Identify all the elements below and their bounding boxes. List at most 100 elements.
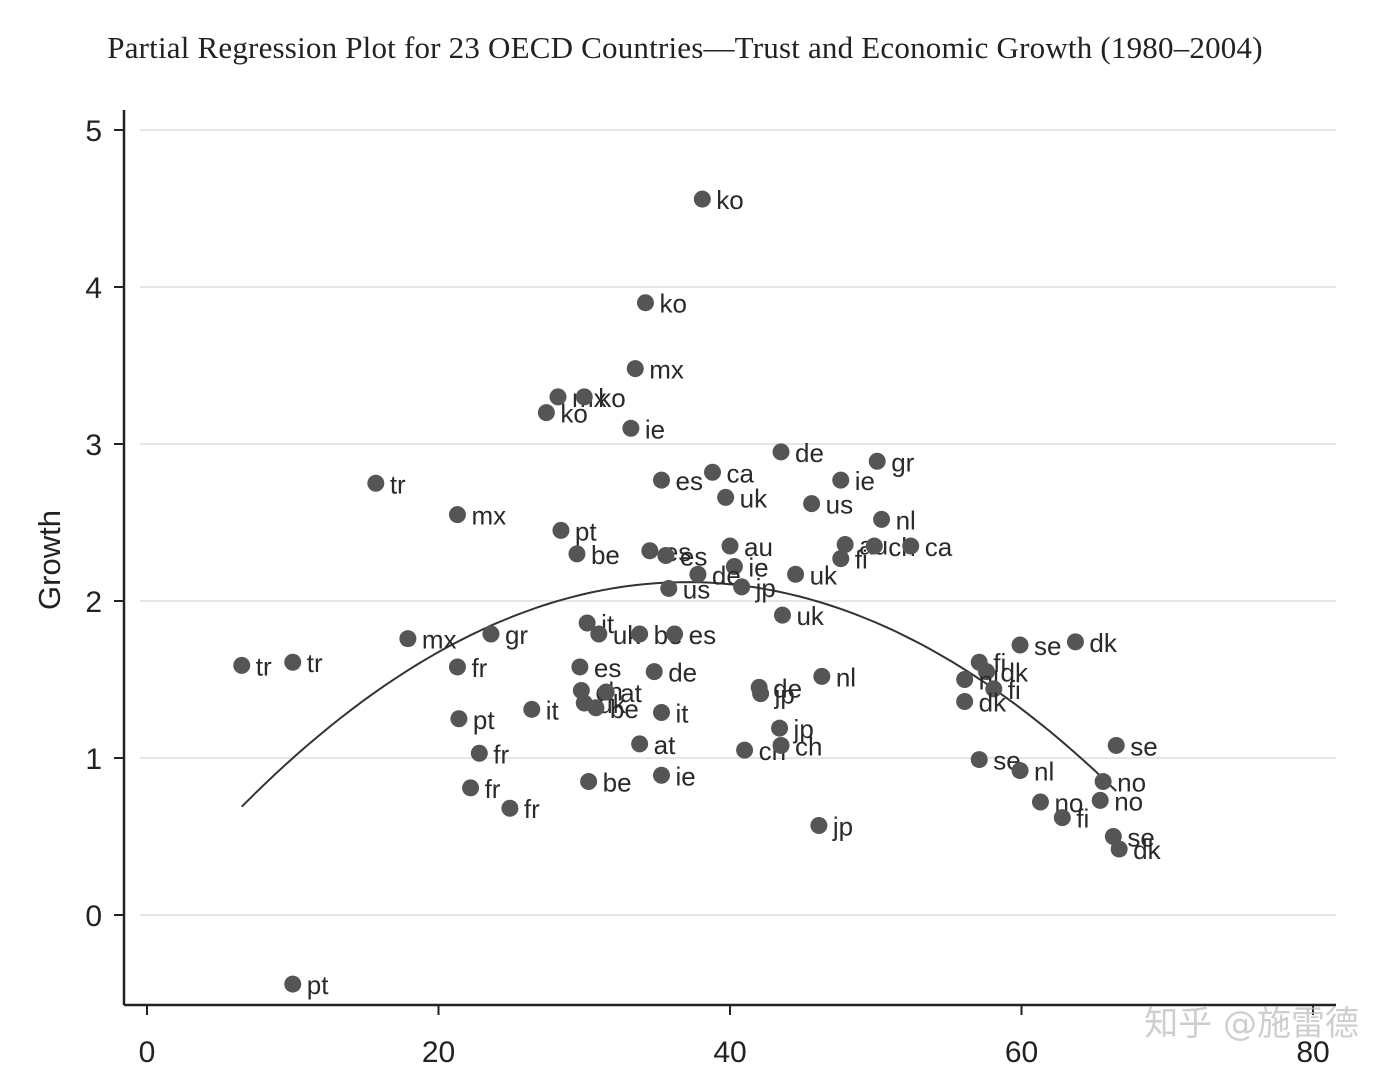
y-tick-label: 4 — [85, 272, 102, 305]
data-point-no: no — [1094, 768, 1146, 798]
point-marker — [772, 736, 790, 754]
point-marker — [956, 692, 974, 710]
y-tick-label: 0 — [85, 900, 102, 933]
data-point-jp: jp — [771, 714, 814, 744]
point-marker — [1053, 809, 1071, 827]
point-label: fi — [855, 545, 868, 575]
point-label: no — [1117, 768, 1146, 798]
data-point-jp: jp — [810, 812, 853, 842]
data-point-dk: dk — [956, 687, 1007, 717]
point-label: se — [1130, 731, 1157, 761]
data-point-se: se — [1011, 631, 1062, 661]
point-marker — [772, 443, 790, 461]
point-label: gr — [505, 620, 528, 650]
point-marker — [284, 975, 302, 993]
data-point-au: au — [721, 532, 773, 562]
data-point-dk: dk — [978, 658, 1029, 688]
point-marker — [626, 360, 644, 378]
data-point-de: de — [645, 658, 697, 688]
point-label: pt — [575, 516, 597, 546]
point-marker — [660, 579, 678, 597]
point-marker — [803, 495, 821, 513]
point-marker — [1110, 840, 1128, 858]
point-label: es — [689, 620, 716, 650]
point-label: tr — [307, 648, 323, 678]
point-label: uk — [810, 560, 838, 590]
data-point-fi: fi — [832, 545, 868, 575]
point-label: se — [1127, 823, 1154, 853]
data-point-pt: pt — [450, 705, 495, 735]
data-point-jp: jp — [733, 573, 776, 603]
point-label: uk — [796, 601, 824, 631]
x-tick-label: 60 — [1005, 1036, 1038, 1069]
point-marker — [721, 537, 739, 555]
point-label: dk — [1001, 658, 1029, 688]
y-tick-label: 5 — [85, 115, 102, 148]
x-tick-label: 40 — [713, 1036, 746, 1069]
point-marker — [978, 663, 996, 681]
data-point-de: de — [772, 438, 824, 468]
point-marker — [552, 521, 570, 539]
data-point-se: se — [1107, 731, 1158, 761]
point-label: ie — [645, 414, 665, 444]
point-label: ca — [925, 532, 953, 562]
point-label: mx — [649, 355, 684, 385]
point-label: ca — [727, 458, 755, 488]
y-axis-label: Growth — [32, 510, 67, 610]
point-marker — [902, 537, 920, 555]
point-label: fi — [993, 648, 1006, 678]
data-point-uk: uk — [773, 601, 825, 631]
x-tick-label: 20 — [422, 1036, 455, 1069]
data-point-es: es — [571, 653, 621, 683]
point-label: nl — [896, 505, 916, 535]
point-label: tr — [256, 651, 272, 681]
point-marker — [657, 546, 675, 564]
point-label: dk — [1089, 628, 1117, 658]
data-point-nl: nl — [1011, 757, 1054, 787]
point-marker — [580, 773, 598, 791]
point-marker — [771, 719, 789, 737]
point-label: us — [826, 490, 853, 520]
point-label: mx — [422, 625, 457, 655]
point-marker — [575, 388, 593, 406]
data-point-es: es — [657, 541, 707, 571]
point-label: be — [603, 768, 632, 798]
point-label: gr — [891, 447, 914, 477]
point-label: us — [683, 574, 710, 604]
point-label: dk — [979, 687, 1007, 717]
axes: 0 1 2 3 4 5 0 20 40 60 80 — [85, 110, 1336, 1069]
point-marker — [537, 404, 555, 422]
point-marker — [448, 658, 466, 676]
point-marker — [832, 471, 850, 489]
data-point-ch: ch — [772, 731, 822, 761]
data-point-us: us — [803, 490, 853, 520]
data-point-ca: ca — [902, 532, 953, 562]
point-label: tr — [390, 469, 406, 499]
point-marker — [832, 550, 850, 568]
point-marker — [501, 799, 519, 817]
point-marker — [1091, 791, 1109, 809]
point-marker — [645, 663, 663, 681]
point-marker — [631, 735, 649, 753]
point-marker — [590, 625, 608, 643]
point-label: no — [1114, 786, 1143, 816]
data-point-it: it — [523, 695, 560, 725]
point-marker — [836, 535, 854, 553]
data-point-tr: tr — [367, 469, 406, 499]
point-label: se — [1034, 631, 1061, 661]
point-marker — [1066, 633, 1084, 651]
point-marker — [448, 506, 466, 524]
point-marker — [1031, 793, 1049, 811]
point-marker — [733, 578, 751, 596]
point-marker — [233, 656, 251, 674]
point-label: ko — [598, 383, 625, 413]
data-point-no: no — [1091, 786, 1143, 816]
point-label: nl — [836, 662, 856, 692]
data-point-mx: mx — [626, 355, 684, 385]
point-label: jp — [832, 812, 853, 842]
data-point-ie: ie — [725, 552, 769, 582]
point-marker — [1011, 762, 1029, 780]
point-label: be — [591, 540, 620, 570]
data-point-ie: ie — [622, 414, 665, 444]
data-point-fr: fr — [501, 794, 540, 824]
